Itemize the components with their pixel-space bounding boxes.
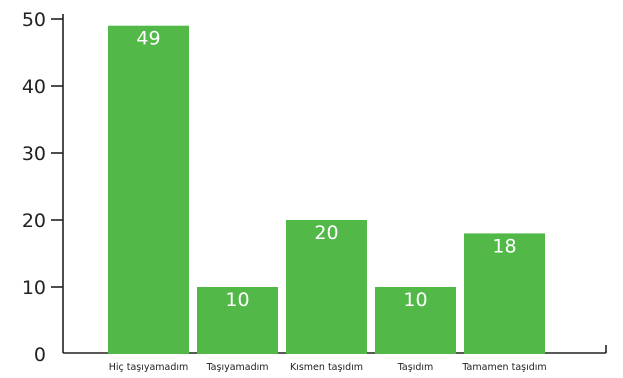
y-tick-label: 30 [22, 143, 46, 165]
x-category-label: Hiç taşıyamadım [109, 362, 189, 373]
y-tick-label: 0 [34, 344, 46, 366]
y-tick-label: 50 [22, 9, 46, 31]
x-category-label: Taşıdım [397, 362, 434, 373]
bar [197, 287, 278, 354]
y-tick-label: 10 [22, 277, 46, 299]
y-ticks: 0 10 20 30 40 50 [22, 9, 63, 366]
bar-value-label: 18 [492, 235, 516, 257]
x-category-label: Taşıyamadım [205, 362, 268, 373]
bar-value-label: 49 [136, 28, 160, 50]
bar-value-label: 10 [225, 289, 249, 311]
x-category-label: Kısmen taşıdım [290, 362, 363, 373]
bar [375, 287, 456, 354]
bars: 49 10 20 10 18 [108, 25, 545, 354]
bar [286, 220, 367, 354]
y-tick-label: 40 [22, 76, 46, 98]
x-category-label: Tamamen taşıdım [461, 362, 546, 373]
x-labels: Hiç taşıyamadım Taşıyamadım Kısmen taşıdım… [109, 362, 547, 373]
bar [464, 233, 545, 354]
bar [108, 25, 189, 354]
bar-value-label: 20 [314, 222, 338, 244]
y-tick-label: 20 [22, 210, 46, 232]
bar-value-label: 10 [403, 289, 427, 311]
